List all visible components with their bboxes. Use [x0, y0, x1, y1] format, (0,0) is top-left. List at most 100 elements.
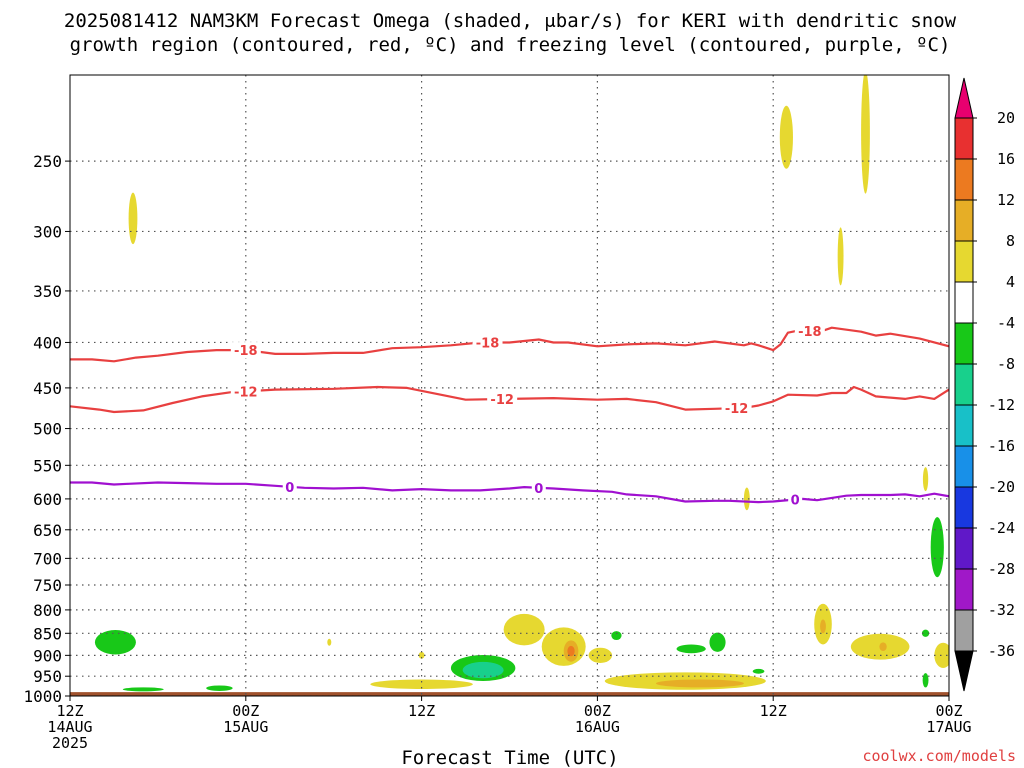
y-tick-label: 550: [33, 456, 62, 475]
omega-region-0: [128, 192, 138, 245]
x-tick-label: 12Z: [56, 702, 83, 720]
colorbar-band: [954, 240, 974, 283]
credit-text: coolwx.com/models: [862, 747, 1016, 765]
x-tick-label: 16AUG: [575, 718, 620, 736]
y-tick-label: 900: [33, 646, 62, 665]
omega-region-16: [206, 685, 233, 691]
colorbar-tick-label: -8: [997, 355, 1015, 373]
colorbar-tick-label: -16: [988, 437, 1015, 455]
colorbar-top-arrow: [954, 77, 974, 119]
colorbar-band: [954, 609, 974, 652]
colorbar-tick-label: -12: [988, 396, 1015, 414]
colorbar-band: [954, 158, 974, 201]
omega-region-9: [462, 661, 504, 679]
chart-title-line2: growth region (contoured, red, ºC) and f…: [70, 34, 951, 56]
contour-line-0: [70, 481, 949, 504]
omega-region-1: [779, 105, 793, 169]
contour-label-bg-1-1: [487, 391, 518, 408]
y-tick-label: 750: [33, 576, 62, 595]
colorbar-band: [954, 322, 974, 365]
omega-region-2: [861, 75, 870, 194]
colorbar-tick-label: 16: [997, 150, 1015, 168]
x-tick-label: 17AUG: [926, 718, 971, 736]
omega-region-15: [752, 668, 765, 674]
y-tick-label: 250: [33, 152, 62, 171]
contour-label: -18: [476, 336, 500, 351]
omega-region-4: [743, 487, 750, 511]
contour-label: -12: [490, 393, 514, 408]
contour-label-bg-2-2: [788, 491, 803, 508]
colorbar-tick-label: -32: [988, 601, 1015, 619]
contour-label-bg-0-1: [472, 334, 503, 351]
omega-region-5: [922, 467, 929, 492]
contour-label-bg-1-2: [721, 400, 752, 417]
x-tick-label: 12Z: [760, 702, 787, 720]
x-tick-label: 14AUG: [47, 718, 92, 736]
x-tick-label: 00Z: [935, 702, 962, 720]
y-tick-label: 450: [33, 379, 62, 398]
colorbar-bottom-arrow: [954, 650, 974, 692]
colorbar-tick-label: 4: [1006, 273, 1015, 291]
colorbar-tick-label: -28: [988, 560, 1015, 578]
y-tick-label: 350: [33, 282, 62, 301]
colorbar-band: [954, 199, 974, 242]
colorbar-tick-label: -20: [988, 478, 1015, 496]
colorbar-band: [954, 445, 974, 488]
colorbar-band: [954, 404, 974, 447]
contour-label: -12: [725, 402, 749, 417]
contour-label-bg-0-0: [230, 342, 261, 359]
y-tick-label: 650: [33, 521, 62, 540]
x-tick-label: 12Z: [408, 702, 435, 720]
y-tick-label: 1000: [23, 687, 62, 706]
omega-region-10: [611, 631, 622, 641]
omega-region-21: [567, 645, 575, 657]
y-tick-label: 400: [33, 333, 62, 352]
contour-label-bg-0-2: [794, 323, 825, 340]
omega-region-32: [418, 651, 425, 659]
contour-label-bg-2-1: [531, 479, 546, 496]
omega-region-18: [503, 613, 545, 646]
contour-label-bg-1-0: [230, 383, 261, 400]
colorbar-tick-label: -24: [988, 519, 1015, 537]
omega-region-13: [921, 629, 930, 637]
plot-background: [70, 75, 949, 696]
omega-region-14: [922, 673, 929, 688]
x-axis-label: Forecast Time (UTC): [401, 747, 618, 768]
y-tick-label: 600: [33, 490, 62, 509]
colorbar-band: [954, 486, 974, 529]
contour-label: 0: [285, 481, 294, 496]
y-tick-label: 850: [33, 624, 62, 643]
colorbar-band: [954, 527, 974, 570]
colorbar-tick-label: 12: [997, 191, 1015, 209]
omega-region-6: [930, 517, 944, 578]
plot-inner: -18 -18 -18 -12 -12 -12 0 0 0: [70, 75, 949, 696]
contour-label-bg-2-0: [282, 478, 297, 495]
colorbar-band: [954, 568, 974, 611]
x-tick-label: 15AUG: [223, 718, 268, 736]
colorbar-band: [954, 117, 974, 160]
omega-region-29: [879, 642, 887, 652]
plot-area: -18 -18 -18 -12 -12 -12 0 0 0: [69, 74, 950, 697]
contour-label: -18: [798, 325, 822, 340]
y-axis: 250 300 350 400 450 500 550 600 650 700 750 800 850 9…: [23, 152, 70, 706]
omega-region-30: [934, 642, 949, 668]
y-tick-label: 500: [33, 420, 62, 439]
y-tick-label: 700: [33, 549, 62, 568]
omega-region-12: [676, 644, 706, 654]
colorbar-tick-label: -36: [988, 642, 1015, 660]
x-tick-label: 2025: [52, 734, 88, 752]
x-tick-label: 00Z: [232, 702, 259, 720]
contour-label: 0: [791, 494, 800, 509]
y-tick-label: 800: [33, 601, 62, 620]
omega-region-27: [820, 619, 826, 634]
omega-region-7: [94, 630, 136, 655]
x-tick-label: 00Z: [584, 702, 611, 720]
colorbar-tick-label: 20: [997, 109, 1015, 127]
contour-label: 0: [534, 482, 543, 497]
omega-region-23: [370, 679, 473, 689]
chart-title-line1: 2025081412 NAM3KM Forecast Omega (shaded…: [64, 10, 957, 32]
omega-region-19: [541, 627, 586, 666]
contour-label: -18: [234, 344, 258, 359]
